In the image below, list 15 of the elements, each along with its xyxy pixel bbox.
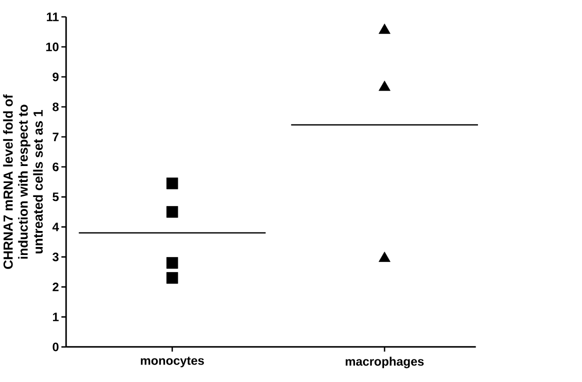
y-tick-label: 1 bbox=[53, 312, 59, 322]
y-tick-label: 6 bbox=[52, 162, 59, 172]
y-tick-label: 9 bbox=[52, 72, 59, 82]
x-tick-label: monocytes bbox=[140, 356, 204, 368]
y-tick-label: 8 bbox=[52, 102, 59, 112]
y-tick-label: 5 bbox=[52, 192, 59, 202]
y-tick-label: 0 bbox=[52, 342, 59, 352]
y-tick-label: 10 bbox=[46, 42, 59, 52]
y-tick-label: 7 bbox=[52, 132, 58, 142]
y-tick-label: 2 bbox=[52, 282, 59, 292]
x-tick-label: macrophages bbox=[346, 356, 424, 368]
y-tick-label: 4 bbox=[52, 222, 59, 232]
y-tick-label: 3 bbox=[52, 252, 59, 262]
y-tick-label: 11 bbox=[46, 12, 59, 22]
y-axis-title: CHRNA7 mRNA level fold of induction with respect to untreated cells set as 1 bbox=[3, 94, 43, 270]
